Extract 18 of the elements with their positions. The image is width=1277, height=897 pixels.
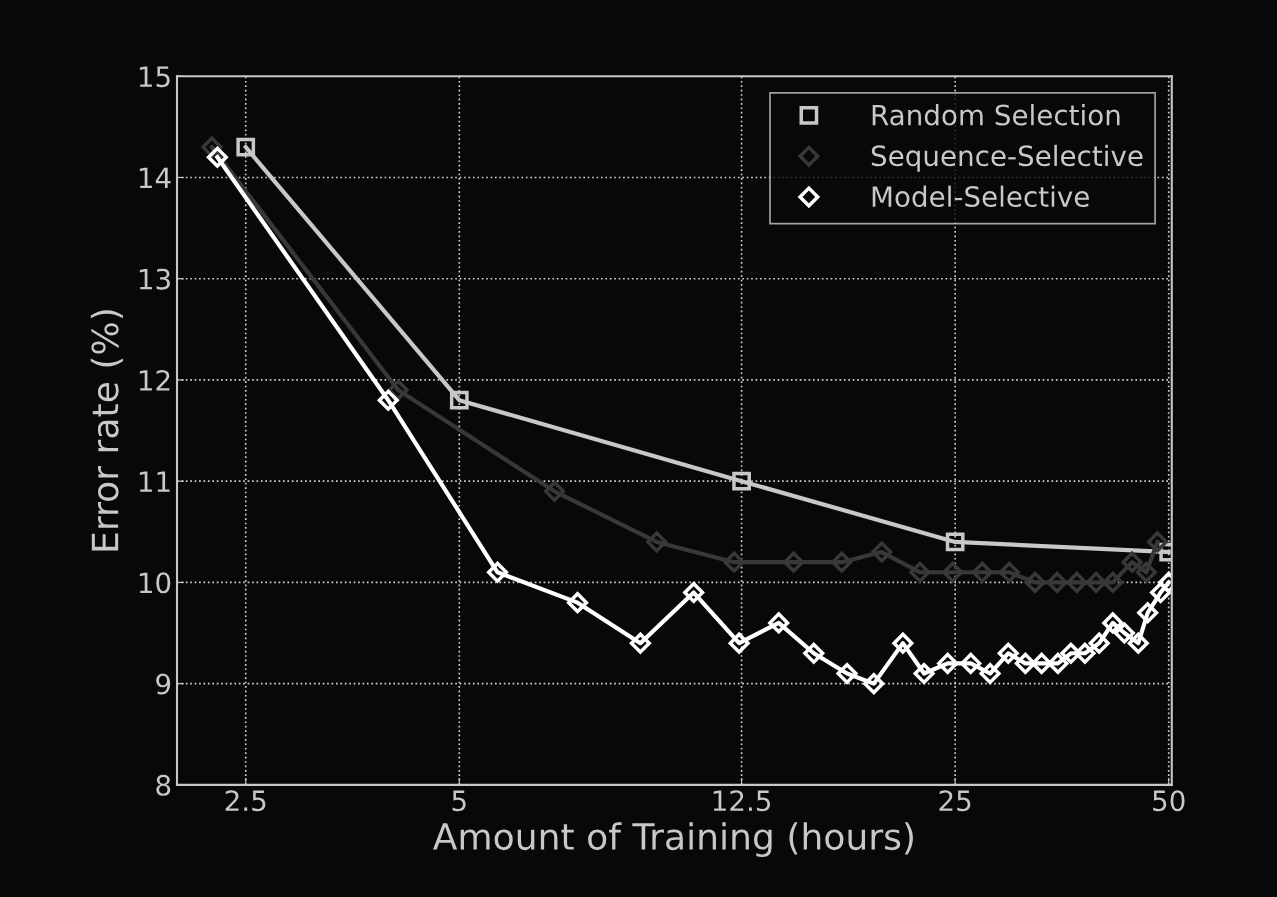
x-tick-label: 2.5 [225,790,266,812]
y-tick-label: 8 [156,774,171,796]
legend-label: Model-Selective [872,185,1089,208]
legend-label: Random Selection [872,104,1120,126]
y-tick-label: 12 [139,369,170,391]
y-tick-label: 15 [139,66,170,88]
x-axis-title: Amount of Training (hours) [433,822,913,858]
y-tick-label: 14 [139,167,171,189]
x-tick-label: 50 [1153,790,1185,812]
y-tick-label: 11 [139,471,170,492]
y-tick-label: 9 [156,673,171,695]
x-tick-label: 12.5 [713,790,771,812]
y-tick-label: 13 [139,268,170,290]
y-axis-title: Error rate (%) [90,310,123,551]
y-tick-label: 10 [139,572,171,594]
x-tick-label: 25 [939,790,971,812]
x-tick-label: 5 [452,790,466,812]
legend-label: Sequence-Selective [871,144,1143,172]
